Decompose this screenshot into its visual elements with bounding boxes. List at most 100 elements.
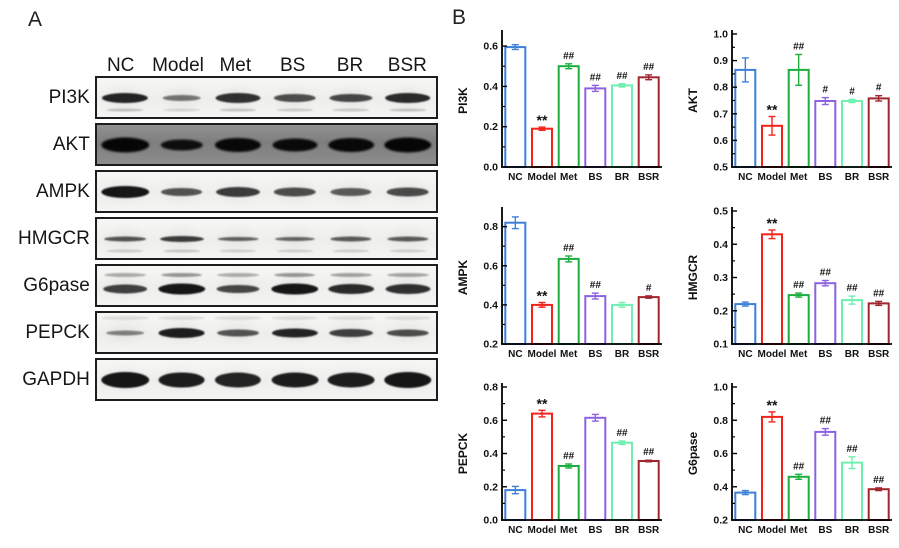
x-tick-label-bsr: BSR [638, 172, 660, 183]
bar-bs [814, 100, 837, 168]
blot-lane [97, 313, 154, 352]
y-tick-label: 0.2 [483, 121, 498, 133]
significance-marker: # [646, 283, 652, 294]
bar-br [841, 299, 863, 345]
y-tick-label: 0.0 [483, 515, 498, 527]
blot-lane [379, 172, 436, 211]
y-tick-label: 0.8 [713, 82, 728, 94]
blot-row-akt: AKT [2, 123, 438, 166]
blot-lane [210, 78, 267, 117]
x-tick-label-bs: BS [818, 172, 832, 183]
significance-marker: ## [563, 51, 575, 62]
y-tick-label: 0.6 [483, 260, 498, 272]
blot-label-g6pase: G6pase [23, 274, 90, 296]
y-axis-title: G6pase [686, 431, 700, 475]
bar-chart-pepck: NC ** Model ## Met BS ## BR ## BSR 0.0 0.2 0.4 0.6 0.8… [454, 375, 668, 547]
y-axis-title: HMGCR [686, 255, 700, 301]
bar-bs [814, 430, 837, 521]
blot-lane [323, 266, 380, 305]
x-tick-label-model: Model [758, 525, 787, 536]
protein-band [101, 137, 149, 152]
secondary-band [219, 249, 257, 253]
blot-lane [266, 78, 323, 117]
secondary-band [104, 272, 146, 277]
x-tick-label-br: BR [845, 349, 860, 360]
significance-marker: ## [616, 428, 628, 439]
bar-nc [734, 491, 757, 521]
blot-row-ampk: AMPK [2, 170, 438, 213]
protein-band [274, 236, 315, 241]
blot-lane [266, 172, 323, 211]
bar-model [531, 303, 553, 345]
lane-header-met: Met [219, 55, 252, 76]
secondary-band [214, 316, 262, 321]
blot-lane [266, 360, 323, 399]
protein-band [215, 137, 262, 152]
significance-marker: ** [537, 112, 548, 128]
bar-br [611, 303, 633, 345]
bar-bs [584, 87, 607, 168]
blot-lane [323, 125, 380, 164]
blot-label-gapdh: GAPDH [22, 368, 90, 390]
secondary-band [270, 316, 319, 321]
x-tick-label-nc: NC [508, 525, 522, 536]
bar-chart-akt: NC ** Model ## Met # BS # BR # BSR 0.5 0.6 0.7 0.8 0.9 1… [684, 22, 898, 194]
significance-marker: # [823, 85, 829, 96]
blot-image-ampk [94, 170, 438, 213]
blot-lane [323, 78, 380, 117]
x-tick-label-bsr: BSR [868, 172, 890, 183]
blot-lane [97, 219, 154, 258]
bar-model [761, 233, 783, 345]
blot-image-gapdh [94, 358, 438, 401]
protein-band [217, 329, 260, 336]
secondary-band [106, 249, 144, 253]
blot-row-g6pase: G6pase [2, 264, 438, 307]
bar-model [531, 412, 553, 521]
protein-band [386, 187, 430, 196]
secondary-band [101, 316, 149, 321]
blot-lane [323, 172, 380, 211]
y-tick-label: 0.3 [713, 272, 728, 284]
blot-lane [210, 172, 267, 211]
x-tick-label-br: BR [845, 172, 860, 183]
protein-band [385, 284, 431, 295]
significance-marker: ## [643, 447, 655, 458]
x-tick-label-met: Met [790, 525, 808, 536]
y-tick-label: 0.4 [713, 481, 728, 493]
protein-band [328, 284, 374, 295]
blot-lane [153, 172, 210, 211]
y-tick-label: 0.4 [713, 239, 728, 251]
blot-label-akt: AKT [52, 133, 90, 155]
chart-svg: NC ** Model ## Met ## BS BR # BSR 0.2 0.4 0.6 0.8 AMPK [456, 207, 662, 360]
y-tick-label: 0.9 [713, 55, 728, 67]
blot-row-pepck: PEPCK [2, 311, 438, 354]
y-axis-title: AKT [686, 88, 700, 113]
y-tick-label: 0.4 [483, 81, 498, 93]
significance-marker: ** [767, 397, 778, 413]
protein-band [328, 137, 374, 152]
blot-lane [153, 125, 210, 164]
panel-a-letter: A [28, 8, 43, 31]
blot-lane [323, 313, 380, 352]
protein-band [104, 236, 146, 241]
bar-chart-hmgcr: NC ** Model ## Met ## BS ## BR ## BSR 0.1 0.2 0.3 0.4 0… [684, 199, 898, 371]
blot-lane [97, 125, 154, 164]
y-tick-label: 0.6 [713, 135, 728, 147]
secondary-band [383, 316, 432, 321]
x-tick-label-br: BR [615, 172, 630, 183]
bar-model [531, 127, 553, 168]
protein-band [330, 236, 372, 241]
y-axis-title: AMPK [456, 260, 470, 296]
bar-met [787, 294, 810, 345]
y-tick-label: 0.8 [483, 382, 498, 394]
y-axis-title: PI3K [456, 87, 470, 114]
panel-b-letter: B [452, 6, 467, 29]
blot-lane [323, 219, 380, 258]
y-tick-label: 0.2 [483, 339, 498, 351]
significance-marker: # [849, 86, 855, 97]
protein-band [158, 372, 206, 387]
significance-marker: ## [846, 444, 858, 455]
y-tick-label: 0.4 [483, 448, 498, 460]
lane-header-bs: BS [279, 55, 306, 76]
y-tick-label: 0.8 [483, 221, 498, 233]
